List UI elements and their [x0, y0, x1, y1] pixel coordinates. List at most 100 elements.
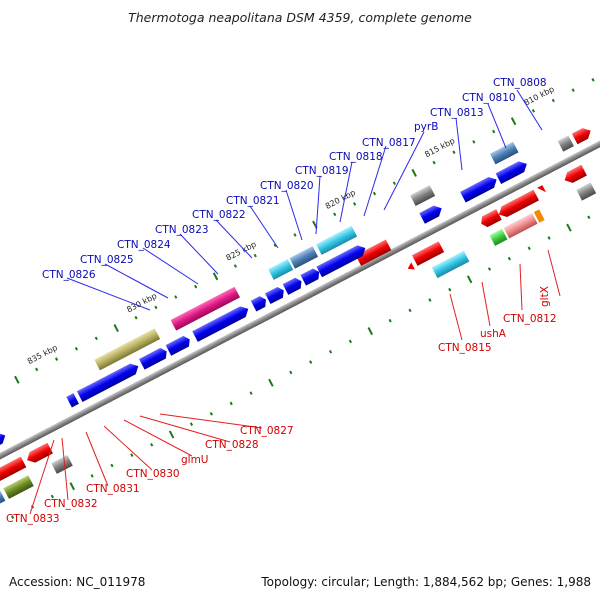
scale-tick [94, 336, 98, 341]
gene-arrow [3, 475, 34, 499]
scale-tick [348, 339, 352, 344]
genome-track: 810 kbp 815 kbp 820 kbp 825 kbp 830 kbp … [0, 78, 600, 520]
gene-arrow [557, 135, 574, 152]
scale-tick [189, 422, 194, 426]
gene-arrow [250, 296, 267, 312]
gene-label: CTN_0833 [6, 513, 60, 525]
scale-tick [11, 515, 15, 520]
scale-tick [507, 256, 511, 261]
top-leader-lines [66, 89, 543, 311]
gene-label: CTN_0823 [155, 224, 209, 236]
gene-arrow [268, 259, 294, 280]
gene-arrow [431, 250, 470, 279]
bottom-gene-labels: CTN_0815 ushA CTN_0812 gltX CTN_0827 CTN… [6, 286, 557, 525]
scale-tick [249, 391, 253, 395]
gene-arrow [498, 189, 540, 218]
gene-label: CTN_0826 [42, 269, 96, 281]
scale-tick [209, 412, 213, 416]
gene-arrow [66, 393, 79, 408]
gene-arrow [410, 185, 436, 206]
scale-tick [388, 318, 392, 323]
scale-tick [428, 298, 432, 302]
gene-arrow [489, 228, 508, 246]
gene-label: CTN_0818 [329, 151, 383, 163]
scale-tick [273, 243, 277, 248]
scale-tick [35, 367, 39, 372]
scale-tick [113, 324, 119, 333]
gene-arrow [316, 225, 358, 255]
scale-tick [268, 378, 274, 387]
gene-arrow [411, 241, 445, 266]
forward-strand-genes [0, 128, 591, 476]
gene-label: CTN_0825 [80, 254, 134, 266]
gene-label: CTN_0830 [126, 468, 180, 480]
gene-arrow [94, 328, 161, 371]
gene-arrow [537, 185, 547, 193]
gene-arrow [192, 306, 249, 342]
gene-arrow [460, 177, 497, 203]
genome-info-text: Topology: circular; Length: 1,884,562 bp… [260, 575, 591, 589]
gene-arrow [0, 490, 6, 510]
gene-arrow [170, 286, 241, 331]
accession-text: Accession: NC_011978 [9, 575, 145, 589]
gene-label: glmU [181, 454, 209, 466]
scale-tick [487, 267, 492, 271]
scale-tick [168, 430, 175, 439]
scale-tick [432, 160, 436, 165]
gene-arrow [489, 141, 519, 165]
scale-label: 825 kbp [225, 240, 258, 263]
scale-tick [253, 253, 257, 258]
scale-tick [571, 88, 575, 92]
gene-label: CTN_0827 [240, 425, 294, 437]
gene-arrow [355, 239, 392, 266]
gene-label: CTN_0808 [493, 77, 547, 89]
gene-label: CTN_0822 [192, 209, 246, 221]
gene-label: pyrB [414, 121, 438, 133]
gene-arrow [503, 213, 538, 239]
gene-label: CTN_0821 [226, 195, 280, 207]
gene-arrow [481, 209, 502, 228]
scale-tick [328, 349, 333, 354]
gene-arrow [564, 164, 587, 183]
genome-backbone [0, 103, 600, 497]
gene-arrow [165, 335, 190, 356]
scale-tick [74, 346, 79, 351]
scale-tick [333, 212, 337, 217]
map-title: Thermotoga neapolitana DSM 4359, complet… [128, 10, 472, 25]
gene-label: CTN_0815 [438, 342, 492, 354]
gene-arrow [316, 245, 366, 278]
scale-tick [527, 246, 531, 251]
gene-arrow [495, 161, 527, 185]
scale-tick [289, 370, 293, 375]
gene-label: CTN_0824 [117, 239, 171, 251]
gene-label: gltX [539, 286, 551, 307]
scale-tick [531, 109, 536, 113]
scale-label: 820 kbp [324, 188, 357, 211]
gene-label: CTN_0831 [86, 483, 140, 495]
scale-tick [174, 295, 178, 299]
gene-label: CTN_0819 [295, 165, 349, 177]
scale-tick [134, 315, 138, 320]
scale-tick [551, 98, 555, 103]
scale-tick [392, 181, 396, 186]
reverse-strand-genes [0, 164, 597, 510]
gene-arrow [27, 442, 53, 463]
scale-tick [194, 284, 198, 289]
scale-tick [452, 150, 456, 155]
scale-tick [233, 264, 237, 268]
gene-label: ushA [480, 328, 507, 340]
bottom-leader-lines [29, 249, 561, 515]
gene-arrow [419, 205, 442, 224]
gene-arrow [265, 286, 284, 305]
scale-label: 835 kbp [26, 343, 59, 366]
gene-arrow [300, 268, 320, 286]
scale-tick [547, 236, 551, 240]
scale-ticks [11, 78, 595, 520]
scale-tick [69, 482, 75, 491]
gene-arrow [139, 347, 167, 370]
scale-tick [411, 168, 417, 177]
gene-label: CTN_0812 [503, 313, 557, 325]
scale-labels: 810 kbp 815 kbp 820 kbp 825 kbp 830 kbp … [26, 85, 556, 367]
gene-arrow [533, 209, 545, 223]
